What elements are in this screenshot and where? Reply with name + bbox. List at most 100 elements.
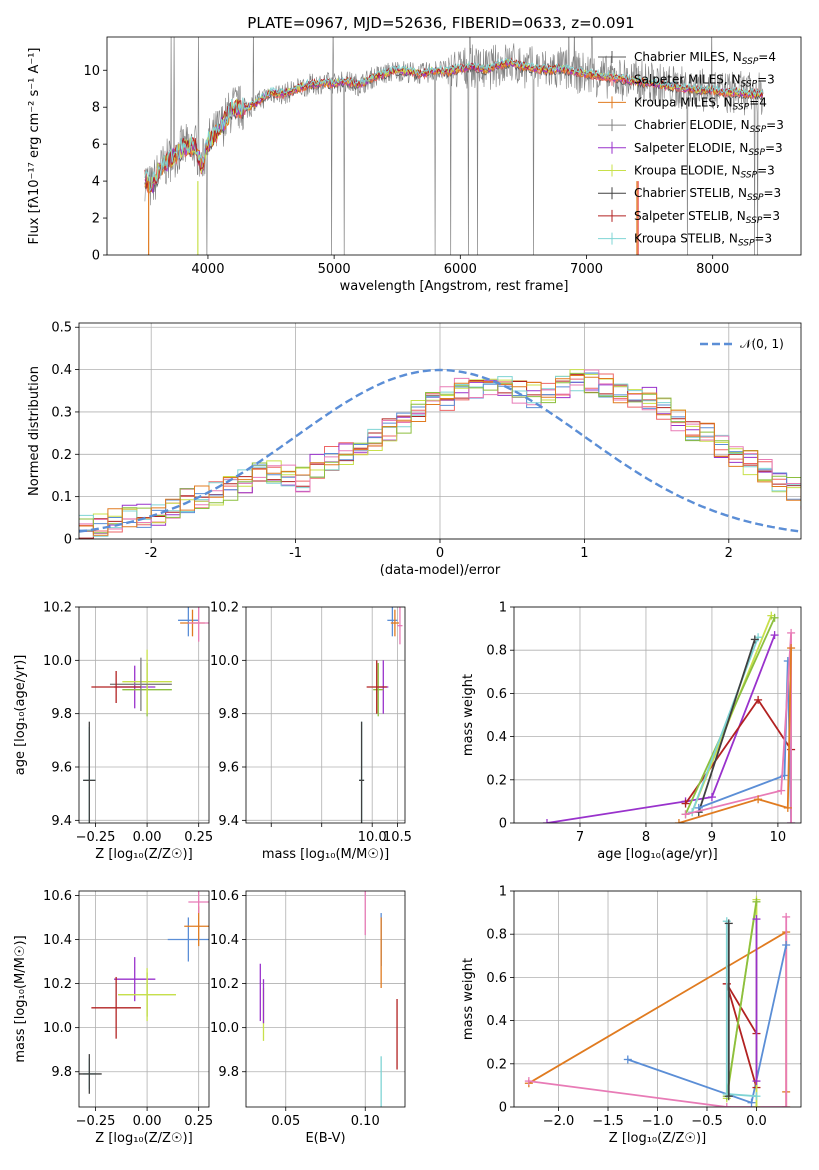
- y-tick-label: 10.4: [43, 933, 72, 948]
- mass-weight-line: [725, 901, 758, 1097]
- x-tick-label: −0.25: [76, 830, 116, 845]
- x-tick-label: 0.00: [133, 1114, 162, 1129]
- axes-frame: [78, 606, 210, 824]
- legend-entry-label: Kroupa STELIB, NSSP=3: [634, 232, 772, 249]
- residual-histogram-step: [79, 372, 801, 531]
- legend-entry-label: Chabrier STELIB, NSSP=3: [634, 186, 781, 203]
- y-tick-label: 0: [499, 817, 507, 832]
- y-tick-label: 10.2: [210, 601, 239, 616]
- plot-area-mass_vs_EBV: [259, 891, 398, 1107]
- x-tick-label: −0.25: [76, 1114, 116, 1129]
- y-tick-label: 0.4: [486, 730, 507, 745]
- y-tick-label: 2: [92, 212, 100, 227]
- y-axis-label: Flux [fλ10⁻¹⁷ erg cm⁻² s⁻¹ A⁻¹]: [27, 48, 42, 245]
- figure-title: PLATE=0967, MJD=52636, FIBERID=0633, z=0…: [247, 14, 634, 32]
- y-tick-label: 1: [499, 885, 507, 900]
- axes-frame: [513, 890, 802, 1108]
- y-tick-label: 10.6: [210, 889, 239, 904]
- x-tick-label: 0: [436, 546, 444, 561]
- y-axis-label: mass [log₁₀(M/M☉)]: [13, 935, 28, 1062]
- mass-weight-line: [697, 639, 756, 813]
- y-tick-label: 0.5: [51, 321, 72, 336]
- legend-entry-label: Chabrier MILES, NSSP=4: [634, 50, 776, 67]
- x-tick-label: −1.0: [642, 1114, 674, 1129]
- y-tick-label: 9.4: [218, 814, 239, 829]
- y-tick-label: 0.6: [486, 687, 507, 702]
- normal-distribution-curve: [79, 368, 799, 533]
- x-tick-label: 8000: [696, 262, 729, 277]
- axes-frame: [78, 322, 802, 540]
- axes-mass_weight_vs_Z: −2.0 −1.5 −1.0 −0.5 0.0 0 0.2 0.4 0.6 0.8 1 Z [log₁…: [461, 885, 802, 1146]
- y-tick-label: 1: [499, 601, 507, 616]
- x-tick-label: 0.10: [351, 1114, 380, 1129]
- y-tick-label: 9.8: [51, 1065, 72, 1080]
- y-tick-label: 0.8: [486, 644, 507, 659]
- y-tick-label: 10.0: [43, 1021, 72, 1036]
- axes-mass_weight_vs_age: 7 8 9 10 0 0.2 0.4 0.6 0.8 1 age [log₁₀(age/yr)] ma…: [461, 601, 802, 862]
- axes-mass_vs_Z: −0.25 0.00 0.25 9.8 10.0 10.2 10.4 10.6 Z [log₁₀…: [13, 889, 213, 1146]
- axes-residuals: -2 -1 0 1 2 0 0.1 0.2 0.3 0.4 0.5 (data-model)/erro…: [27, 321, 802, 578]
- residual-histogram-step: [79, 375, 801, 536]
- axes-age_vs_Z: −0.25 0.00 0.25 9.4 9.6 9.8 10.0 10.2 Z [log₁₀(Z…: [13, 601, 213, 863]
- y-tick-label: 9.4: [51, 814, 72, 829]
- y-tick-label: 10: [83, 64, 100, 79]
- y-axis-label: mass weight: [461, 958, 476, 1040]
- y-tick-label: 6: [92, 138, 100, 153]
- x-axis-label: mass [log₁₀(M/M☉)]: [262, 847, 389, 862]
- x-tick-label: 10.0: [358, 830, 387, 845]
- y-tick-label: 10.2: [43, 601, 72, 616]
- x-tick-label: 1: [580, 546, 588, 561]
- x-axis-label: age [log₁₀(age/yr)]: [597, 847, 718, 862]
- mass-weight-line: [678, 647, 792, 823]
- y-tick-label: 10.4: [210, 933, 239, 948]
- y-tick-label: 0.2: [51, 448, 72, 463]
- y-axis-label: Normed distribution: [27, 366, 42, 496]
- model-spectrum-line: [144, 57, 763, 193]
- spectrum-legend: Chabrier MILES, NSSP=4 Salpeter MILES, NS…: [598, 50, 784, 249]
- y-tick-label: 0.1: [51, 490, 72, 505]
- x-tick-label: −0.5: [691, 1114, 723, 1129]
- residual-histogram-step: [79, 373, 801, 533]
- x-axis-label: Z [log₁₀(Z/Z☉)]: [609, 1131, 706, 1146]
- y-tick-label: 10.6: [43, 889, 72, 904]
- x-tick-label: 0.25: [184, 830, 213, 845]
- axes-frame: [78, 890, 210, 1108]
- axes-frame: [245, 890, 406, 1108]
- axes-mass_vs_EBV: 0.05 0.10 9.8 10.0 10.2 10.4 10.6 E(B-V): [210, 889, 406, 1146]
- x-tick-label: -2: [145, 546, 158, 561]
- x-tick-label: -1: [289, 546, 302, 561]
- y-tick-label: 4: [92, 175, 100, 190]
- plot-area-mass_vs_Z: [79, 891, 209, 1094]
- plot-area-age_vs_mass: [359, 607, 403, 823]
- y-tick-label: 9.8: [51, 707, 72, 722]
- y-tick-label: 0: [499, 1101, 507, 1116]
- legend-entry-label: Salpeter MILES, NSSP=3: [634, 73, 775, 90]
- mass-weight-line: [685, 632, 792, 823]
- plot-area-spectrum: [144, 37, 764, 255]
- x-tick-label: 2: [725, 546, 733, 561]
- x-tick-label: 8: [642, 830, 650, 845]
- legend-entry-label: Kroupa ELODIE, NSSP=3: [634, 164, 775, 181]
- residual-histogram-step: [79, 372, 801, 537]
- y-tick-label: 10.2: [43, 977, 72, 992]
- y-tick-label: 10.0: [210, 654, 239, 669]
- plot-area-age_vs_Z: [83, 607, 209, 823]
- y-tick-label: 0.2: [486, 773, 507, 788]
- y-tick-label: 0.8: [486, 928, 507, 943]
- y-tick-label: 0: [92, 249, 100, 264]
- residual-histogram-step: [79, 372, 801, 534]
- mass-weight-line: [691, 636, 759, 813]
- x-tick-label: 10.5: [383, 830, 412, 845]
- axes-frame: [245, 606, 406, 824]
- plot-area-mass_weight_vs_Z: [524, 895, 791, 1107]
- y-tick-label: 0.2: [486, 1057, 507, 1072]
- x-tick-label: 7000: [570, 262, 603, 277]
- y-tick-label: 9.6: [51, 761, 72, 776]
- legend-entry-label: Salpeter ELODIE, NSSP=3: [634, 141, 783, 158]
- x-tick-label: −1.5: [592, 1114, 624, 1129]
- y-tick-label: 8: [92, 101, 100, 116]
- x-tick-label: 0.05: [271, 1114, 300, 1129]
- y-tick-label: 10.0: [43, 654, 72, 669]
